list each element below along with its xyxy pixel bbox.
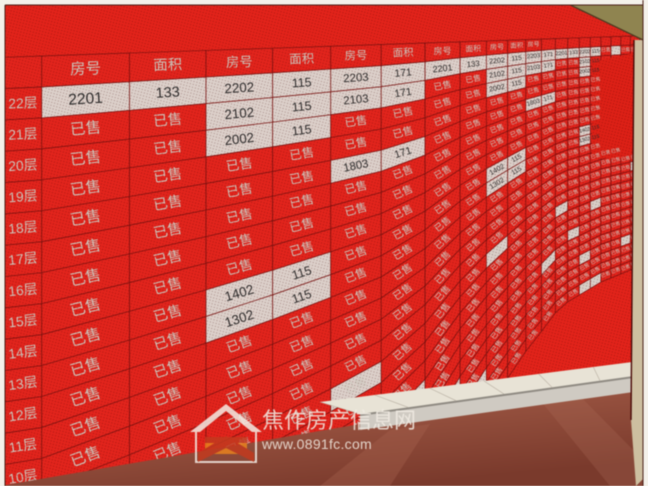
svg-text:www.0891fc.com: www.0891fc.com (261, 436, 372, 452)
svg-text:焦作房产信息网: 焦作房产信息网 (262, 408, 416, 433)
